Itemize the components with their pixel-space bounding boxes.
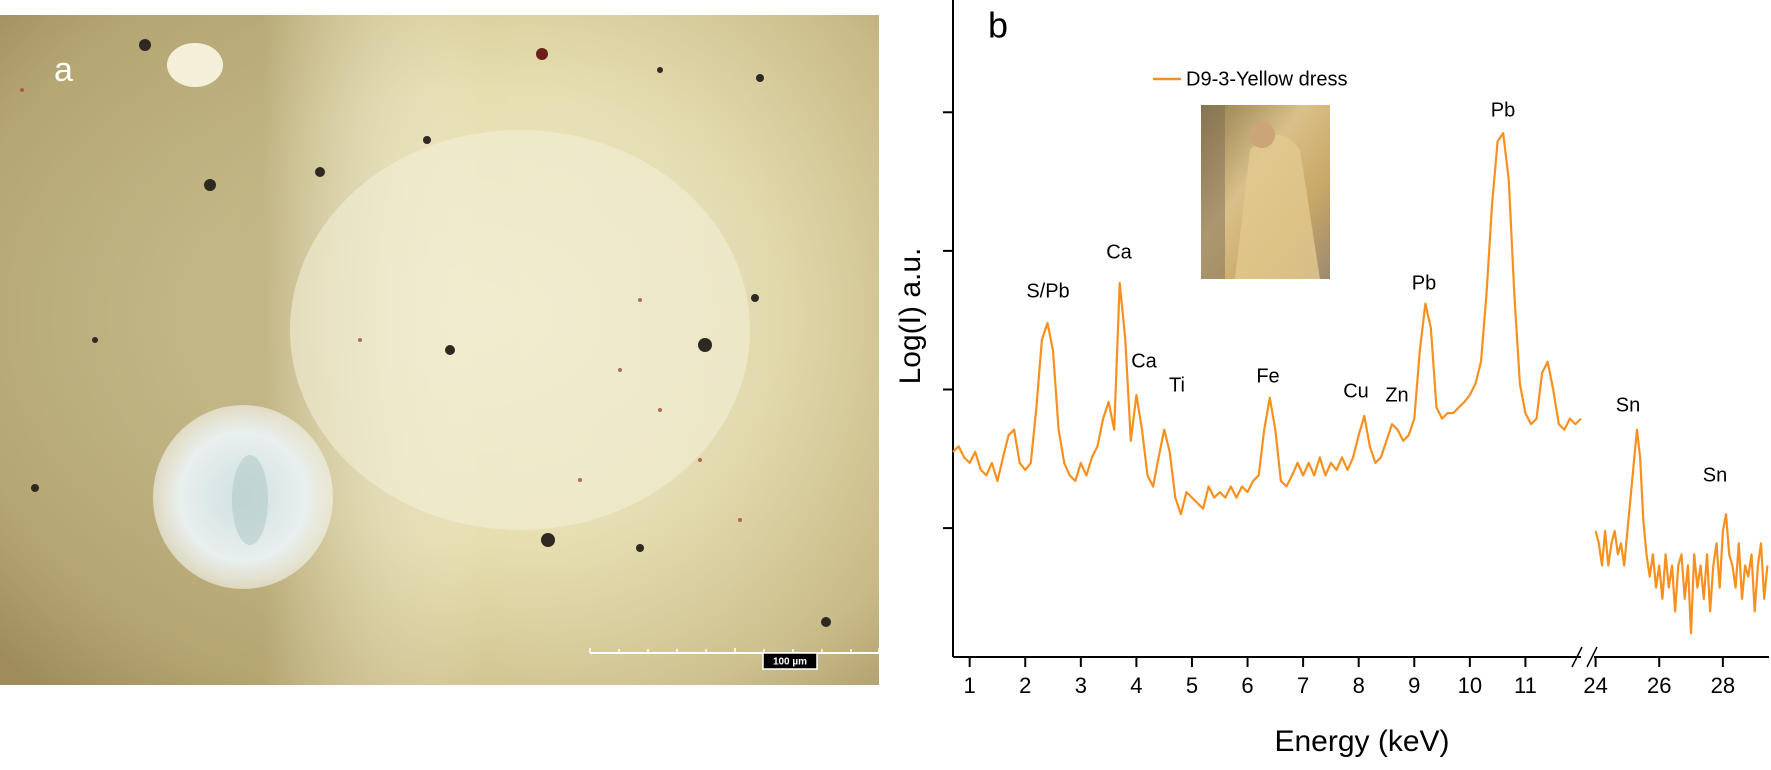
x-tick-label: 8 [1353,673,1365,698]
x-tick-label: 10 [1458,673,1482,698]
peak-label: Ca [1131,350,1157,372]
legend-label: D9-3-Yellow dress [1186,68,1348,90]
micrograph: a 100 µm [0,15,880,685]
peak-label: Pb [1491,99,1515,121]
x-tick-label: 7 [1297,673,1309,698]
peak-label: S/Pb [1026,280,1069,302]
axis-break [1586,646,1598,668]
x-tick-label: 24 [1583,673,1607,698]
x-tick-label: 2 [1019,673,1031,698]
panel-label: a [54,51,73,89]
red-specks [20,88,742,522]
peak-label: Zn [1385,384,1408,406]
x-tick-label: 4 [1130,673,1142,698]
x-tick-label: 6 [1241,673,1253,698]
x-tick-label: 1 [964,673,976,698]
peak-label: Fe [1256,365,1279,387]
scale-bar-box [762,652,818,670]
bubble-core [232,455,268,545]
particles [31,39,831,627]
x-tick-label: 3 [1075,673,1087,698]
x-axis-label: Energy (keV) [1274,725,1449,758]
spectrum-line [952,132,1582,516]
peak-label: Sn [1703,464,1727,486]
bright-area [290,130,750,530]
x-tick-label: 26 [1647,673,1671,698]
scale-bar-label: 100 µm [773,657,807,668]
peak-label: Ti [1169,374,1185,396]
peak-label: Ca [1106,241,1132,263]
peak-label: Pb [1412,272,1436,294]
x-tick-label: 11 [1514,673,1537,698]
inset-painting [1201,105,1330,279]
panel-label: b [988,5,1008,46]
peak-label: Cu [1343,380,1369,402]
x-tick-label: 9 [1408,673,1420,698]
axis-break [1571,646,1583,668]
x-tick-label: 5 [1186,673,1198,698]
inset-figure [1235,135,1320,279]
x-tick-label: 28 [1711,673,1735,698]
spectrum-line [1594,428,1769,635]
peak-label: Sn [1616,394,1640,416]
inset-edge [1201,105,1225,279]
inset-head [1249,122,1275,148]
crystal [167,43,223,87]
y-axis-label: Log(I) a.u. [894,248,927,385]
